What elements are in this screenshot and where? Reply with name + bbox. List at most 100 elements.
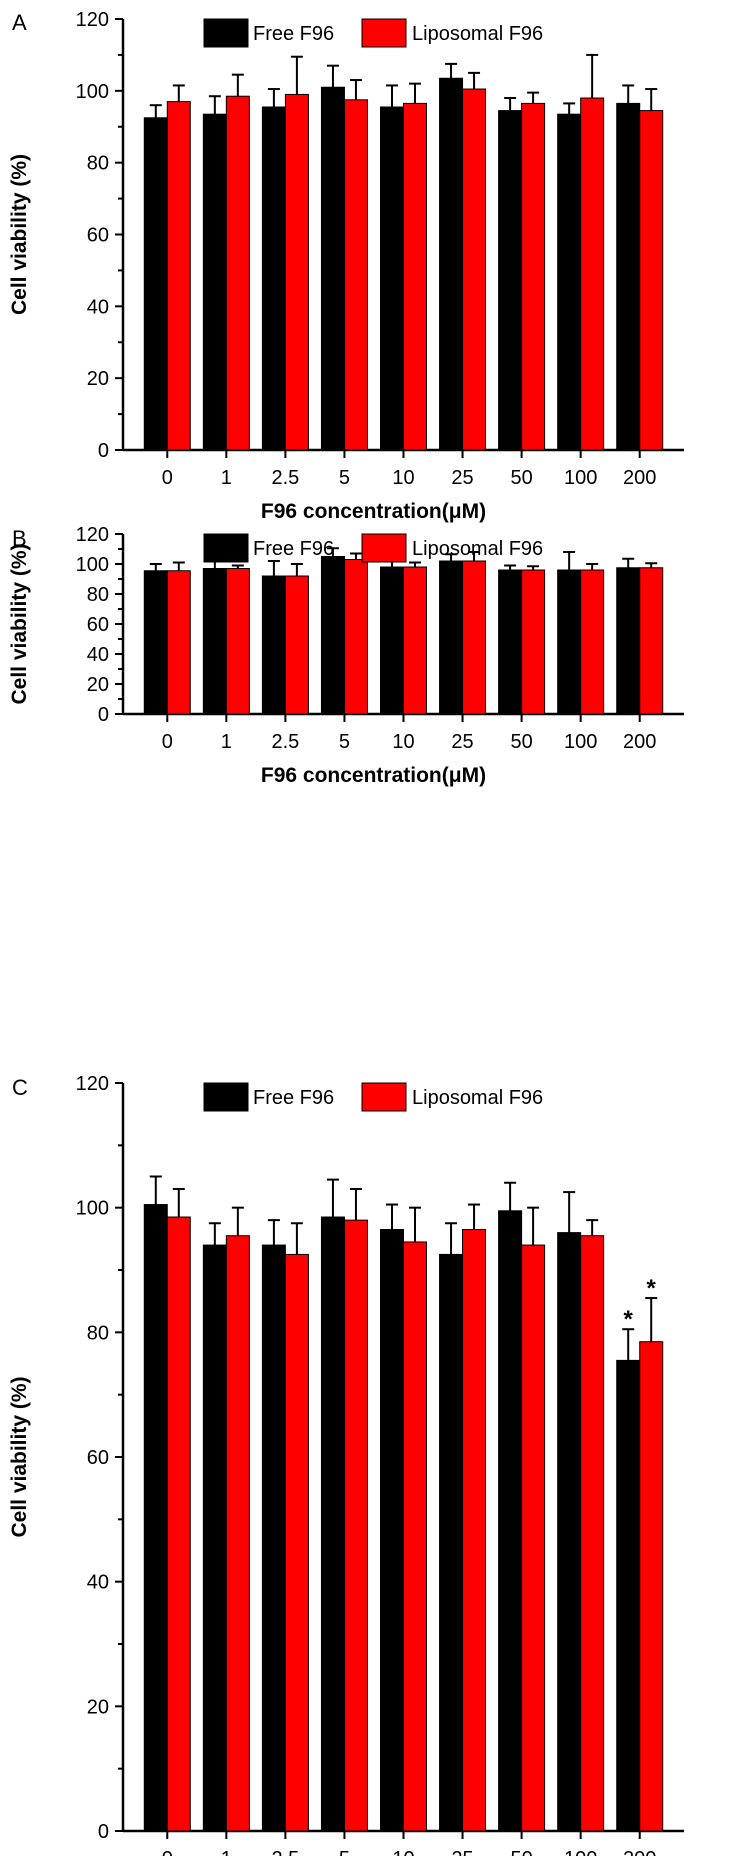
y-tick-label: 80 [87, 1322, 109, 1344]
free-bar [143, 1204, 168, 1832]
liposomal-bar [403, 1241, 427, 1832]
legend: Free F96 Liposomal F96 [203, 1082, 543, 1112]
x-tick-label: 2.5 [271, 1848, 299, 1856]
free-bar [616, 567, 641, 715]
x-tick-label: 10 [392, 731, 414, 753]
x-tick-label: 10 [392, 467, 414, 489]
y-tick-label: 60 [87, 225, 109, 247]
legend-swatch [203, 1082, 249, 1112]
y-tick-label: 0 [98, 1821, 109, 1843]
x-tick-label: 0 [162, 1848, 173, 1856]
y-tick-label: 0 [98, 704, 109, 726]
liposomal-bar [284, 575, 309, 715]
x-tick-label: 200 [623, 731, 656, 753]
liposomal-bar [580, 569, 605, 715]
legend-label: Free F96 [253, 538, 334, 560]
legend-label: Liposomal F96 [412, 1087, 543, 1109]
free-bar [202, 568, 227, 715]
free-bar [202, 113, 227, 451]
x-tick-label: 5 [339, 467, 350, 489]
panel-label: A [12, 10, 27, 35]
legend-label: Free F96 [253, 23, 334, 45]
liposomal-bar [166, 570, 191, 715]
panel-label: B [12, 526, 27, 551]
free-bar [557, 1232, 582, 1832]
free-bar [320, 556, 345, 715]
free-bar [143, 570, 168, 715]
x-tick-label: 1 [221, 731, 232, 753]
liposomal-bar [639, 567, 664, 715]
y-tick-label: 40 [87, 644, 109, 666]
free-bar [261, 106, 286, 451]
liposomal-bar [403, 566, 427, 715]
free-bar [616, 1359, 641, 1832]
liposomal-bar [521, 1244, 546, 1832]
liposomal-bar [521, 102, 546, 451]
y-tick-label: 60 [87, 614, 109, 636]
liposomal-bar [166, 101, 191, 451]
liposomal-bar [462, 560, 487, 715]
free-bar [380, 106, 404, 451]
free-bar [202, 1244, 227, 1832]
free-bar [143, 117, 168, 451]
liposomal-bar [462, 88, 487, 451]
x-tick-label: 5 [339, 731, 350, 753]
y-tick-label: 120 [76, 524, 109, 546]
x-tick-label: 25 [451, 731, 473, 753]
x-tick-label: 5 [339, 1848, 350, 1856]
y-tick-label: 80 [87, 584, 109, 606]
x-tick-label: 50 [510, 467, 532, 489]
liposomal-bar [225, 1235, 250, 1832]
legend-label: Liposomal F96 [412, 23, 543, 45]
panel-b: 0 20 40 60 80 100 120 0 1 2.5 5 10 25 50 100 200 F96 con… [8, 524, 684, 787]
y-tick-label: 0 [98, 440, 109, 462]
x-axis-label: F96 concentration(μM) [261, 764, 486, 787]
legend-swatch [203, 533, 249, 563]
y-tick-label: 40 [87, 1572, 109, 1594]
x-tick-label: 2.5 [271, 467, 299, 489]
legend: Free F96 Liposomal F96 [203, 18, 543, 48]
y-tick-label: 40 [87, 296, 109, 318]
y-axis-label: Cell viability (%) [8, 1376, 31, 1537]
y-tick-label: 120 [76, 1073, 109, 1095]
x-tick-label: 0 [162, 731, 173, 753]
panel-a: 0 20 40 60 80 100 120 0 1 2.5 5 10 25 50 100 200 F96 con… [8, 9, 684, 523]
y-tick-label: 100 [76, 1198, 109, 1220]
x-tick-label: 2.5 [271, 731, 299, 753]
liposomal-bar [284, 93, 309, 451]
free-bar [498, 110, 523, 451]
legend-label: Liposomal F96 [412, 538, 543, 560]
y-tick-label: 60 [87, 1447, 109, 1469]
legend-swatch [203, 18, 249, 48]
free-bar [439, 560, 464, 715]
liposomal-bar [580, 1235, 605, 1832]
free-bar [439, 77, 464, 451]
legend-label: Free F96 [253, 1087, 334, 1109]
x-tick-label: 50 [510, 1848, 532, 1856]
free-bar [498, 569, 523, 715]
y-axis-label: Cell viability (%) [8, 154, 31, 315]
y-axis-label: Cell viability (%) [8, 543, 31, 704]
free-bar [320, 86, 345, 451]
x-axis-label: F96 concentration(μM) [261, 500, 486, 523]
free-bar [557, 569, 582, 715]
x-tick-label: 1 [221, 1848, 232, 1856]
free-bar [261, 575, 286, 715]
liposomal-bar [225, 568, 250, 715]
x-tick-label: 25 [451, 467, 473, 489]
x-tick-label: 50 [510, 731, 532, 753]
y-tick-label: 20 [87, 674, 109, 696]
free-bar [320, 1216, 345, 1832]
y-tick-label: 100 [76, 554, 109, 576]
x-tick-label: 0 [162, 467, 173, 489]
liposomal-bar [580, 97, 605, 451]
y-tick-label: 120 [76, 9, 109, 31]
free-bar [498, 1210, 523, 1832]
liposomal-bar [343, 559, 368, 715]
x-tick-label: 10 [392, 1848, 414, 1856]
legend: Free F96 Liposomal F96 [203, 533, 543, 563]
x-tick-label: 100 [564, 467, 597, 489]
liposomal-bar [166, 1216, 191, 1832]
x-tick-label: 100 [564, 731, 597, 753]
liposomal-bar [343, 99, 368, 451]
